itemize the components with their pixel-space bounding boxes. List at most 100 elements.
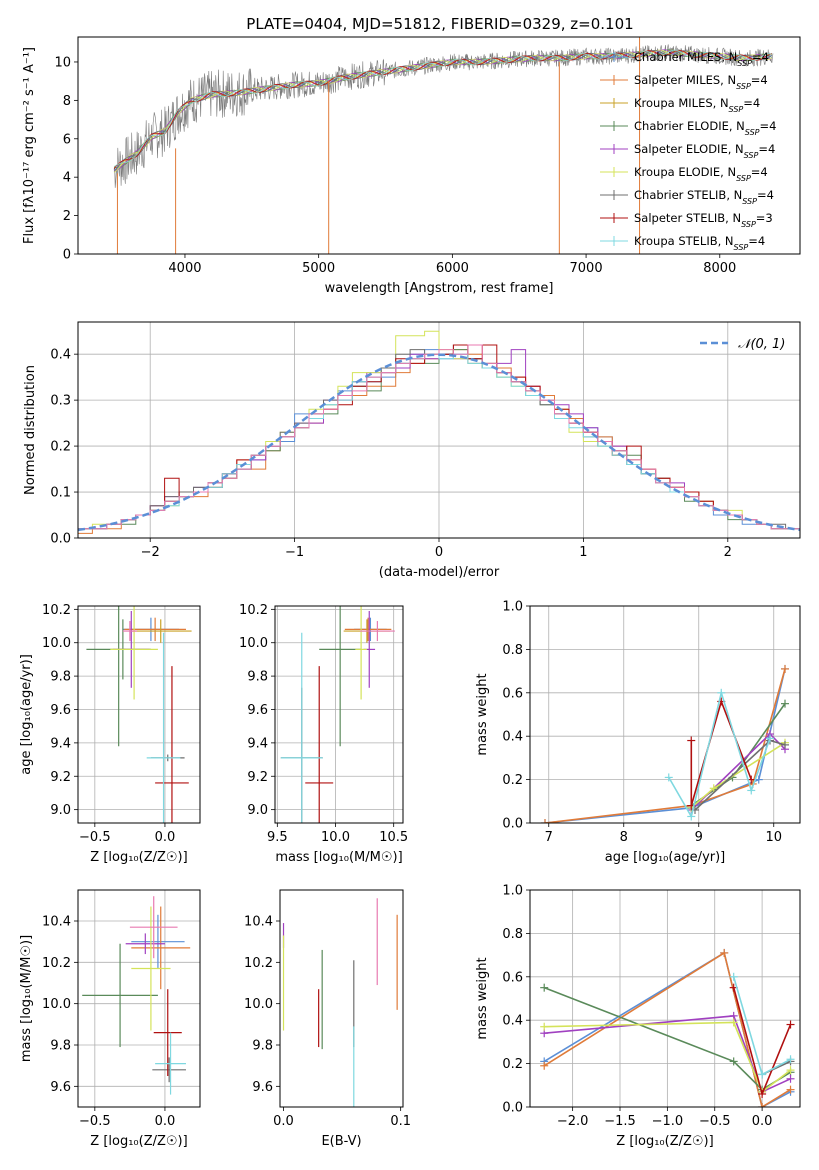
y-tick-label: 0 [63, 248, 71, 263]
y-tick-label: 0.6 [502, 686, 523, 701]
mass-weight-line [543, 951, 791, 1107]
x-tick-label: 7000 [570, 261, 603, 276]
residual-histogram-frame [77, 321, 801, 539]
x-tick-label: 1 [579, 545, 587, 560]
x-tick-label: 0.0 [273, 1114, 294, 1129]
x-axis-label: wavelength [Angstrom, rest frame] [325, 281, 554, 296]
normal-curve [78, 353, 800, 532]
y-tick-label: 9.8 [50, 1039, 71, 1054]
mass-weight-vs-metallicity-axes: −2.0 −1.5 −1.0 −0.5 0.0 0.0 0.2 0.4 0.6 0.8 1.0 Z [… [475, 884, 800, 1149]
y-tick-label: 0.8 [502, 643, 523, 658]
legend-label: Kroupa STELIB, NSSP=4 [634, 234, 765, 252]
x-axis-label: age [log₁₀(age/yr)] [605, 850, 726, 865]
y-tick-label: 10.0 [244, 997, 273, 1012]
legend-label: Chabrier ELODIE, NSSP=4 [634, 119, 776, 137]
figure-title: PLATE=0404, MJD=51812, FIBERID=0329, z=0… [246, 15, 633, 33]
model-spectrum-line [113, 49, 773, 172]
y-tick-label: 10.2 [42, 956, 71, 971]
y-tick-label: 9.8 [252, 1039, 273, 1054]
x-tick-label: 2 [724, 545, 732, 560]
x-axis-label: Z [log₁₀(Z/Z☉)] [90, 1134, 187, 1149]
mass-vs-extinction-plot-area [282, 898, 398, 1107]
mass-weight-line [690, 698, 753, 806]
mass-vs-metallicity-axes: −0.5 0.0 9.6 9.8 10.0 10.2 10.4 Z [log₁₀(Z/Z☉)]… [19, 890, 200, 1149]
model-spectrum-line [113, 49, 773, 173]
spectrum-frame [77, 36, 801, 255]
age-vs-mass-plot-area [280, 606, 395, 823]
y-tick-label: 0.8 [502, 927, 523, 942]
x-tick-label: 0.0 [752, 1114, 773, 1129]
x-axis-label: (data-model)/error [379, 565, 500, 580]
spectrum-axes: 4000 5000 6000 7000 8000 0 2 4 6 8 10 wavelength [A… [22, 47, 736, 296]
mass-weight-line [690, 742, 786, 809]
y-tick-label: 9.2 [247, 770, 268, 785]
x-tick-label: 10.5 [379, 830, 408, 845]
y-tick-label: 9.6 [252, 1080, 273, 1095]
y-tick-label: 10.0 [239, 636, 268, 651]
y-axis-label: Flux [fλ10⁻¹⁷ erg cm⁻² s⁻¹ A⁻¹] [22, 47, 37, 244]
y-tick-label: 0.6 [502, 970, 523, 985]
mass-weight-line [544, 1021, 791, 1094]
y-tick-label: 9.6 [50, 703, 71, 718]
age-vs-metallicity-frame [77, 605, 201, 824]
spectrum-plot-area [113, 37, 774, 254]
spectrum-legend: Chabrier MILES, NSSP=4 Salpeter MILES, NS… [600, 50, 776, 252]
x-tick-label: −1.0 [652, 1114, 684, 1129]
mass-weight-vs-metallicity-frame [529, 889, 801, 1108]
mass-weight-vs-age-plot-area [541, 664, 789, 823]
x-tick-label: −2.0 [557, 1114, 589, 1129]
y-tick-label: 4 [63, 171, 71, 186]
legend-label: Chabrier STELIB, NSSP=4 [634, 188, 774, 206]
y-tick-label: 0.0 [502, 1101, 523, 1116]
legend-label: Salpeter ELODIE, NSSP=4 [634, 142, 775, 160]
x-tick-label: 0 [435, 545, 443, 560]
residual-histogram-axes: −2 −1 0 1 2 0.0 0.1 0.2 0.3 0.4 (data-model)/error… [23, 322, 800, 580]
y-tick-label: 10.2 [239, 603, 268, 618]
age-vs-metallicity-axes: −0.5 0.0 9.0 9.2 9.4 9.6 9.8 10.0 10.2 Z [log₁₀(Z… [19, 603, 200, 865]
x-tick-label: 0.1 [390, 1114, 411, 1129]
x-tick-label: 4000 [168, 261, 201, 276]
x-axis-label: Z [log₁₀(Z/Z☉)] [616, 1134, 713, 1149]
x-axis-label: E(B-V) [321, 1134, 361, 1149]
y-tick-label: 8 [63, 94, 71, 109]
y-tick-label: 0.1 [50, 486, 71, 501]
y-tick-label: 10.0 [42, 997, 71, 1012]
legend-normal-label: 𝒩(0, 1) [738, 337, 785, 352]
y-tick-label: 6 [63, 132, 71, 147]
mass-vs-metallicity-plot-area [82, 896, 191, 1095]
y-tick-label: 0.4 [502, 730, 523, 745]
x-tick-label: −2 [141, 545, 160, 560]
mass-vs-extinction-frame [279, 889, 404, 1108]
model-spectrum-line [113, 49, 772, 168]
mass-weight-line [544, 668, 786, 823]
age-vs-mass-frame [274, 605, 404, 824]
y-tick-label: 10.2 [244, 956, 273, 971]
x-tick-label: −0.5 [699, 1114, 731, 1129]
legend-label: Kroupa ELODIE, NSSP=4 [634, 165, 768, 183]
x-tick-label: −1 [285, 545, 304, 560]
legend-label: Kroupa MILES, NSSP=4 [634, 96, 760, 114]
y-tick-label: 9.8 [247, 670, 268, 685]
legend-label: Salpeter STELIB, NSSP=3 [634, 211, 773, 229]
y-tick-label: 0.4 [502, 1014, 523, 1029]
mass-weight-vs-age-frame [529, 605, 801, 824]
y-tick-label: 0.0 [502, 817, 523, 832]
x-tick-label: 7 [545, 830, 553, 845]
y-tick-label: 0.2 [502, 1057, 523, 1072]
mass-weight-vs-metallicity-plot-area [540, 948, 795, 1107]
mass-vs-metallicity-frame [77, 889, 201, 1108]
y-tick-label: 9.6 [50, 1080, 71, 1095]
x-tick-label: −0.5 [79, 830, 111, 845]
legend-label: Salpeter MILES, NSSP=4 [634, 73, 768, 91]
x-tick-label: 0.0 [155, 1114, 176, 1129]
x-tick-label: 0.0 [155, 830, 176, 845]
x-axis-label: mass [log₁₀(M/M☉)] [275, 850, 402, 865]
x-tick-label: −0.5 [79, 1114, 111, 1129]
x-tick-label: 9 [695, 830, 703, 845]
y-axis-label: mass weight [475, 957, 490, 1039]
y-tick-label: 10 [54, 55, 71, 70]
y-axis-label: mass weight [475, 673, 490, 755]
y-tick-label: 9.8 [50, 670, 71, 685]
y-tick-label: 2 [63, 209, 71, 224]
age-vs-mass-axes: 9.5 10.0 10.5 9.0 9.2 9.4 9.6 9.8 10.0 10.2 mass [… [239, 603, 408, 865]
